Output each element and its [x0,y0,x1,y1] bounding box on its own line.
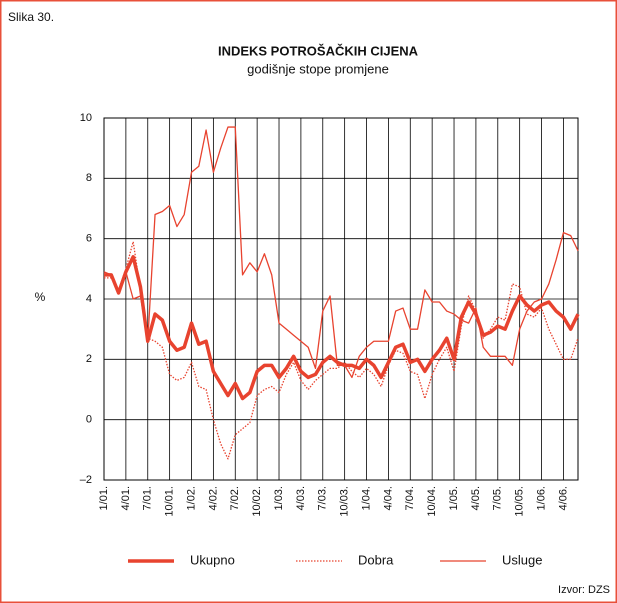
x-tick-label: 7/05. [492,486,504,510]
figure-label: Slika 30. [8,10,54,24]
x-tick-label: 7/02. [229,486,241,510]
x-tick-label: 7/04. [404,486,416,510]
series-line [103,126,579,379]
source: Izvor: DZS [558,584,610,596]
x-tick-label: 1/06. [535,486,547,510]
y-tick-label: 6 [86,233,92,245]
x-tick-label: 7/01. [142,486,154,510]
x-tick-label: 1/05. [448,486,460,510]
y-tick-label: 4 [86,293,92,305]
x-tick-label: 4/01. [120,486,132,510]
x-tick-label: 10/04. [426,486,438,517]
legend-label: Usluge [502,552,542,567]
x-tick-label: 4/04. [382,486,394,510]
y-tick-label: 8 [86,172,92,184]
x-tick-label: 10/02. [251,486,263,517]
y-tick-label: 0 [86,414,92,426]
x-tick-label: 4/02. [207,486,219,510]
series-line [104,255,580,401]
plot-frame [103,117,579,481]
x-tick-label: 1/01. [98,486,110,510]
x-tick-label: 10/03. [339,486,351,517]
x-tick-label: 10/05. [514,486,526,517]
x-tick-label: 1/04. [360,486,372,510]
x-tick-label: 4/06. [557,486,569,510]
x-tick-label: 1/02. [185,486,197,510]
chart-title: INDEKS POTROŠAČKIH CIJENA [218,43,419,58]
x-tick-label: 4/05. [470,486,482,510]
y-tick-label: 2 [86,353,92,365]
x-tick-label: 4/03. [295,486,307,510]
x-tick-label: 1/03. [273,486,285,510]
y-tick-label: –2 [80,474,92,486]
x-tick-label: 7/03. [317,486,329,510]
y-axis-label: % [35,290,46,304]
chart-subtitle: godišnje stope promjene [247,61,389,76]
legend-label: Dobra [358,552,394,567]
legend-label: Ukupno [190,552,235,567]
y-tick-label: 10 [80,112,92,124]
x-tick-label: 10/01. [164,486,176,517]
